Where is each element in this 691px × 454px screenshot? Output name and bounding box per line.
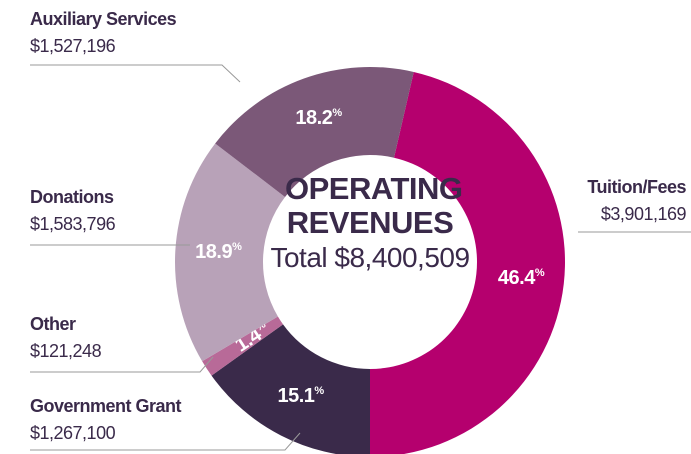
value-unit: % bbox=[332, 107, 342, 119]
value-unit: % bbox=[314, 385, 324, 397]
slice bbox=[215, 67, 414, 197]
chart-title: OPERATING REVENUES bbox=[285, 171, 463, 240]
leader-line bbox=[30, 64, 241, 83]
slice bbox=[175, 143, 286, 362]
value-label: 18.2% bbox=[295, 107, 342, 129]
center-label: OPERATING REVENUES Total $8,400,509 bbox=[270, 172, 470, 276]
value-number: 18.9 bbox=[195, 241, 232, 263]
value-unit: % bbox=[535, 267, 545, 279]
slice bbox=[370, 71, 565, 454]
value-unit: % bbox=[232, 241, 242, 253]
value-label: 18.9% bbox=[195, 241, 242, 263]
category-label: Tuition/Fees bbox=[587, 177, 686, 197]
amount-label: $1,583,796 bbox=[30, 214, 116, 234]
value-number: 15.1 bbox=[277, 385, 314, 407]
amount-label: $3,901,169 bbox=[601, 204, 687, 224]
category-label: Donations bbox=[30, 187, 114, 207]
amount-label: $121,248 bbox=[30, 341, 102, 361]
slice bbox=[202, 316, 284, 376]
leader-line bbox=[30, 432, 301, 451]
category-label: Government Grant bbox=[30, 396, 182, 416]
amount-label: $1,527,196 bbox=[30, 36, 116, 56]
leader-line bbox=[30, 356, 214, 373]
value-label: 15.1% bbox=[277, 385, 324, 407]
value-number: 46.4 bbox=[498, 267, 536, 289]
category-label: Auxiliary Services bbox=[30, 9, 177, 29]
category-label: Other bbox=[30, 314, 76, 334]
value-label: 46.4% bbox=[498, 267, 545, 289]
chart-subtitle: Total $8,400,509 bbox=[270, 242, 470, 273]
amount-label: $1,267,100 bbox=[30, 423, 116, 443]
value-number: 18.2 bbox=[295, 107, 332, 129]
slice bbox=[211, 324, 370, 454]
